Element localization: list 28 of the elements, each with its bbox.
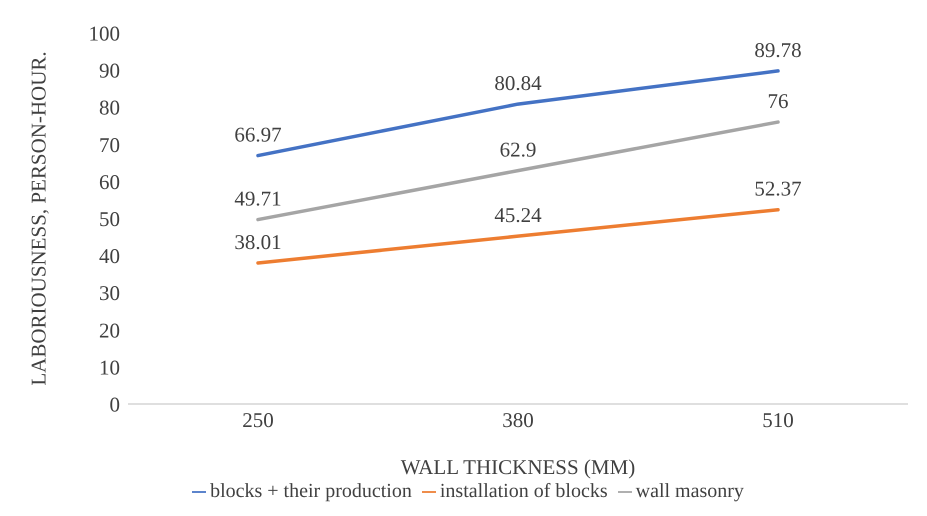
y-tick-label: 40	[99, 244, 120, 268]
x-tick-label: 510	[762, 408, 794, 432]
y-tick-label: 10	[99, 355, 120, 380]
y-tick-label: 50	[99, 206, 120, 231]
x-axis-title: WALL THICKNESS (MM)	[400, 455, 636, 479]
y-tick-label: 0	[110, 392, 120, 416]
data-label: 49.71	[234, 186, 282, 211]
data-label: 52.37	[754, 176, 802, 201]
legend-label: blocks + their production	[210, 480, 412, 502]
data-label: 76	[768, 89, 788, 114]
legend-label: installation of blocks	[440, 480, 608, 502]
y-axis-title: LABORIOUSNESS, PERSON-HOUR.	[26, 51, 50, 386]
data-label: 62.9	[500, 138, 536, 162]
y-tick-label: 80	[99, 96, 120, 120]
data-label: 89.78	[754, 38, 802, 62]
y-tick-label: 60	[99, 170, 120, 194]
y-tick-label: 20	[99, 318, 120, 342]
x-tick-label: 250	[242, 408, 274, 432]
data-label: 38.01	[234, 230, 282, 254]
y-tick-label: 70	[99, 132, 120, 157]
x-tick-label: 380	[502, 408, 534, 432]
y-tick-label: 100	[88, 21, 120, 46]
data-label: 66.97	[234, 122, 282, 147]
data-label: 45.24	[494, 203, 542, 228]
y-tick-label: 30	[99, 281, 120, 306]
y-tick-label: 90	[99, 58, 120, 83]
legend-label: wall masonry	[636, 480, 744, 502]
data-label: 80.84	[494, 71, 542, 96]
